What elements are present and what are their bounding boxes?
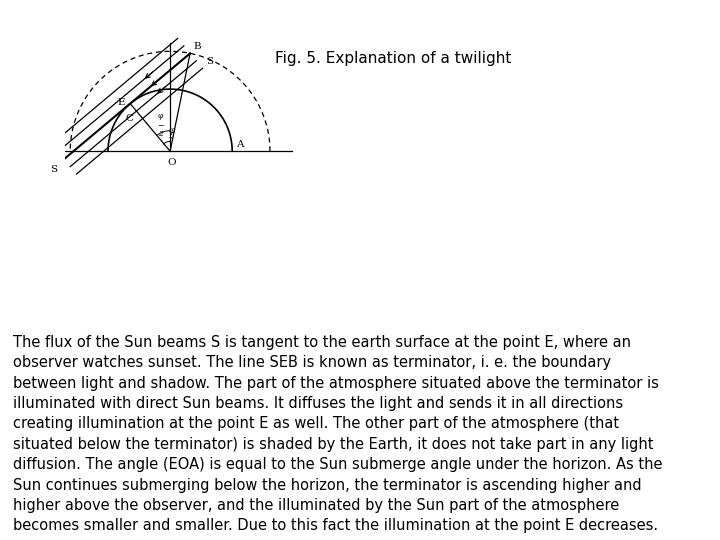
Text: E: E: [117, 98, 125, 107]
Text: φ: φ: [169, 126, 175, 136]
Text: A: A: [236, 140, 244, 149]
Text: O: O: [168, 158, 176, 167]
Text: S: S: [206, 57, 213, 65]
Text: The flux of the Sun beams S is tangent to the earth surface at the point E, wher: The flux of the Sun beams S is tangent t…: [13, 335, 662, 534]
Text: Fig. 5. Explanation of a twilight: Fig. 5. Explanation of a twilight: [274, 51, 511, 66]
Text: B: B: [194, 42, 201, 51]
Text: φ
─
2: φ ─ 2: [158, 112, 163, 138]
Text: S: S: [50, 165, 57, 174]
Text: C: C: [126, 114, 134, 123]
